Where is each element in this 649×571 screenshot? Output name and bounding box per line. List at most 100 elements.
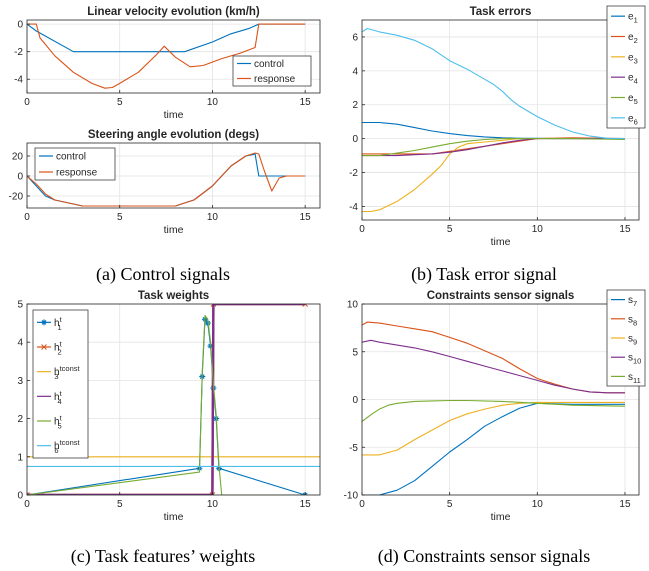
x-tick-label: 10 <box>207 97 219 108</box>
caption-d: (d) Constraints sensor signals <box>378 546 590 567</box>
legend-label: s8 <box>628 314 637 327</box>
chart-a1: 0 5 10 15 -4 -2 0 Linear velocity evolution (km… <box>14 6 321 121</box>
legend: e1 e2 e3 e4 e5 e6 <box>606 5 646 129</box>
y-tick-label: -2 <box>349 168 358 179</box>
point-marker <box>210 304 217 307</box>
point-marker <box>27 492 30 495</box>
legend-label: control <box>254 59 284 70</box>
y-tick-label: 4 <box>17 338 23 349</box>
x-tick-label: 0 <box>24 97 30 108</box>
x-tick-label: 5 <box>447 224 453 235</box>
y-tick-label: 2 <box>352 100 358 111</box>
x-tick-label: 10 <box>532 499 544 510</box>
x-tick-label: 15 <box>300 212 312 223</box>
series-line-c-3 <box>27 304 306 495</box>
x-tick-label: 15 <box>619 499 631 510</box>
x-tick-label: 5 <box>117 212 123 223</box>
x-tick-label: 0 <box>24 499 30 510</box>
y-tick-label: 0 <box>17 20 23 31</box>
legend-label: ht 4 <box>54 389 63 406</box>
legend-label: e4 <box>628 73 638 86</box>
series-group <box>362 321 626 495</box>
legend-box <box>606 5 646 129</box>
chart-title: Task weights <box>138 290 209 302</box>
legend-label: s10 <box>628 353 641 366</box>
x-tick-label: 5 <box>117 499 123 510</box>
series-line-a1-0 <box>27 23 306 53</box>
x-tick-label: 10 <box>207 499 219 510</box>
x-tick-label: 10 <box>207 212 219 223</box>
x-tick-label: 0 <box>359 224 365 235</box>
legend: control response <box>232 55 312 87</box>
y-tick-label: 6 <box>352 32 358 43</box>
series-line-c-4 <box>27 314 306 495</box>
y-tick-label: 20 <box>12 152 24 163</box>
y-tick-label: 0 <box>17 172 23 183</box>
x-tick-label: 15 <box>619 224 631 235</box>
series-line-d-4 <box>362 399 626 422</box>
axes-frame <box>26 303 321 496</box>
point-marker <box>302 304 309 307</box>
legend-label: e3 <box>628 52 638 65</box>
x-tick-label: 0 <box>24 212 30 223</box>
legend-label: ht 1 <box>54 315 63 332</box>
y-tick-label: 5 <box>17 300 23 311</box>
series-group <box>362 27 626 213</box>
y-tick-label: 0 <box>352 395 358 406</box>
chart-title: Constraints sensor signals <box>427 290 575 302</box>
legend-box <box>34 147 116 181</box>
x-axis-label: time <box>491 511 511 523</box>
legend-label: s9 <box>628 334 637 347</box>
y-tick-label: 10 <box>347 300 359 311</box>
y-tick-label: 5 <box>352 347 358 358</box>
y-tick-label: 0 <box>352 134 358 145</box>
x-tick-label: 10 <box>532 224 544 235</box>
y-tick-label: -4 <box>14 75 23 86</box>
legend-label: ht 5 <box>54 414 63 431</box>
y-tick-label: -10 <box>344 491 359 502</box>
series-line-a2-1 <box>27 152 306 207</box>
y-tick-label: 2 <box>17 414 23 425</box>
legend-label: s7 <box>628 295 637 308</box>
series-group <box>27 23 306 89</box>
chart-d: 0 5 10 15 -10 -5 0 5 10 Constraints sensor signal… <box>344 289 646 523</box>
axes-frame <box>26 142 321 209</box>
legend-label: e5 <box>628 93 638 106</box>
point-marker <box>209 492 216 495</box>
legend-marker <box>41 319 47 326</box>
y-tick-label: -4 <box>349 202 358 213</box>
caption-a: (a) Control signals <box>96 264 230 285</box>
legend-box <box>32 309 89 459</box>
y-tick-label: -2 <box>14 47 23 58</box>
axes-frame <box>26 19 321 94</box>
x-axis-label: time <box>491 236 511 248</box>
series-group <box>27 152 306 207</box>
caption-b: (b) Task error signal <box>411 264 557 285</box>
y-tick-label: 1 <box>17 452 23 463</box>
chart-title: Task errors <box>470 6 532 18</box>
series-line-a1-1 <box>27 23 306 89</box>
legend-label: ht 2 <box>54 340 63 357</box>
series-group <box>27 304 320 495</box>
caption-c: (c) Task features’ weights <box>71 546 256 567</box>
y-tick-label: -5 <box>349 443 358 454</box>
legend-box <box>232 55 312 87</box>
x-tick-label: 5 <box>117 97 123 108</box>
legend-label: e6 <box>628 113 638 126</box>
legend-label: e1 <box>628 12 638 25</box>
chart-title: Linear velocity evolution (km/h) <box>87 6 260 18</box>
y-tick-label: -20 <box>9 192 24 203</box>
series-line-d-2 <box>362 401 625 456</box>
legend-label: control <box>56 152 86 163</box>
legend-label: s11 <box>628 372 641 385</box>
legend-label: e2 <box>628 32 638 45</box>
chart-title: Steering angle evolution (degs) <box>88 129 259 141</box>
y-tick-label: 3 <box>17 376 23 387</box>
x-tick-label: 15 <box>300 499 312 510</box>
x-tick-label: 5 <box>447 499 453 510</box>
